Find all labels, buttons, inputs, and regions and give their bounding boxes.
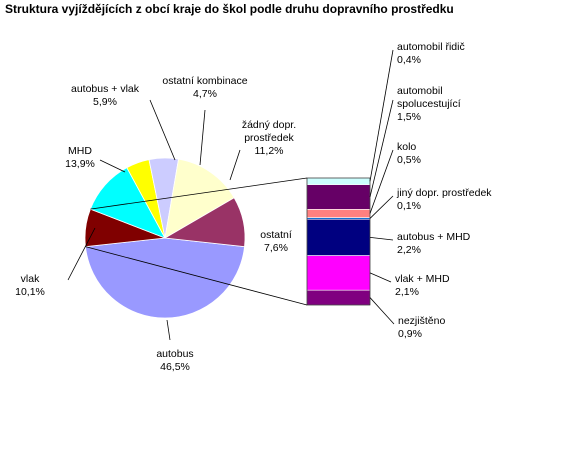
chart-title: Struktura vyjíždějících z obcí kraje do …: [5, 2, 454, 16]
bar-label-automobil-ridic: automobil řidič 0,4%: [397, 41, 465, 66]
pie-label-vlak: vlak 10,1%: [15, 273, 45, 298]
pie-label-autobus-vlak: autobus + vlak 5,9%: [71, 83, 140, 108]
leader-zadny-dopr-prostredek: [229, 149, 241, 181]
bar-label-autobus-mhd: autobus + MHD 2,2%: [397, 231, 471, 256]
pie-label-mhd: MHD 13,9%: [65, 145, 95, 170]
bar-label-vlak-mhd: vlak + MHD 2,1%: [395, 273, 450, 298]
leader-vlak: [67, 227, 96, 281]
pie-slice-autobus: [85, 237, 245, 319]
bar-segment-automobil-ridic: [306, 177, 371, 185]
breakdown-bar: [306, 177, 371, 306]
bar-segment-vlak-mhd: [306, 255, 371, 291]
bar-leader-autobus-mhd: [369, 236, 394, 241]
leader-autobus: [166, 319, 171, 341]
bar-leader-kolo: [369, 149, 394, 214]
leader-lines: [67, 49, 395, 341]
bar-label-automobil-spolucestujici: automobil spolucestující 1,5%: [397, 85, 461, 123]
bar-outline: [306, 177, 371, 306]
bar-label-jiny-dopr-prostredek: jiný dopr. prostředek 0,1%: [396, 187, 492, 212]
leader-ostatni-kombinace: [199, 109, 206, 166]
leader-autobus-vlak: [149, 99, 176, 161]
pie-label-autobus: autobus 46,5%: [156, 348, 193, 373]
connector-top: [90, 177, 308, 210]
bar-segment-autobus-mhd: [306, 218, 371, 256]
pie-slice-mhd: [164, 158, 235, 239]
data-labels: autobus 46,5% ostatní 7,6% žádný dopr. prostř…: [15, 41, 492, 373]
bar-segment-kolo: [306, 209, 371, 218]
pie-bar-connectors: [85, 177, 308, 306]
bar-segment-nezjisteno: [306, 289, 371, 306]
bar-leader-jiny-dopr-prostredek: [369, 195, 394, 219]
pie: [84, 157, 246, 319]
pie-label-ostatni-kombinace: ostatní kombinace 4,7%: [162, 75, 247, 100]
bar-segment-automobil-spolucestujici: [306, 184, 371, 210]
bar-leader-vlak-mhd: [369, 272, 392, 283]
leader-mhd: [99, 159, 126, 173]
bar-leader-nezjisteno: [369, 297, 395, 325]
bar-label-kolo: kolo 0,5%: [397, 141, 421, 166]
connector-bottom: [85, 246, 308, 306]
bar-leader-automobil-spolucestujici: [369, 99, 394, 198]
pie-label-ostatni: ostatní 7,6%: [260, 229, 292, 254]
bar-leader-automobil-ridic: [369, 49, 394, 182]
pie-slice-vlak: [163, 197, 246, 248]
pie-label-zadny-dopr-prostredek: žádný dopr. prostředek 11,2%: [242, 119, 296, 157]
bar-label-nezjisteno: nezjištěno 0,9%: [398, 315, 445, 340]
